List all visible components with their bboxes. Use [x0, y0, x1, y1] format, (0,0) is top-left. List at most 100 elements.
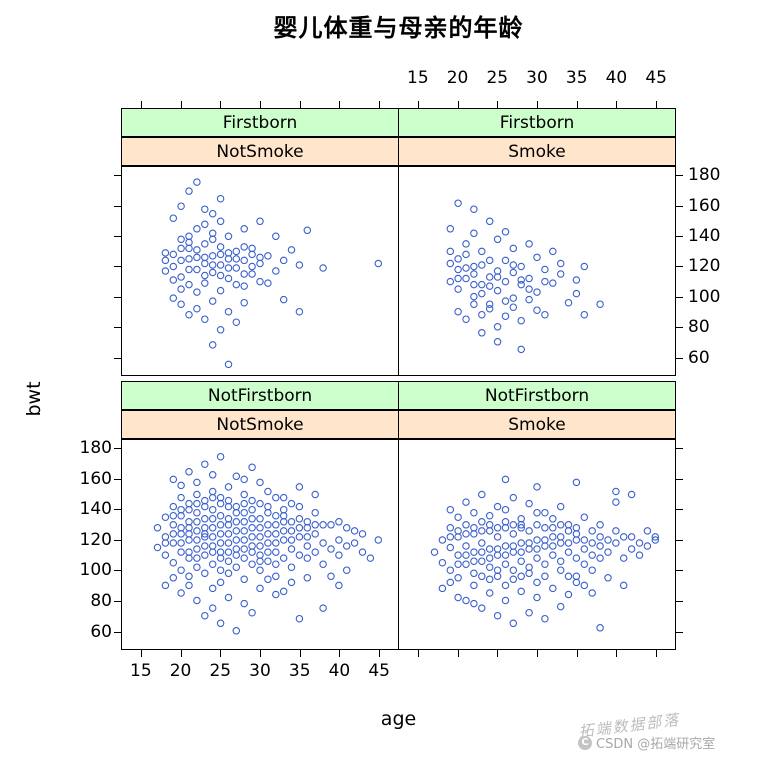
data-point — [485, 563, 494, 571]
data-point — [596, 521, 604, 529]
y-tick-label-left: 160 — [79, 468, 112, 489]
scatter-points-canvas — [161, 178, 383, 369]
data-point — [525, 499, 533, 508]
data-point — [556, 259, 565, 268]
data-point — [232, 627, 241, 635]
data-point — [462, 240, 470, 248]
data-point — [208, 560, 217, 568]
data-point — [185, 238, 193, 247]
data-point — [216, 243, 225, 251]
x-tick-mark-bottom — [379, 650, 380, 657]
data-point — [485, 575, 494, 584]
data-point — [193, 253, 201, 262]
strip-firstborn-left: Firstborn — [121, 108, 399, 137]
data-point — [272, 511, 280, 520]
data-point — [462, 596, 470, 605]
data-point — [470, 300, 478, 308]
data-point — [517, 262, 525, 271]
data-point — [612, 539, 620, 547]
data-point — [643, 527, 652, 535]
data-point — [256, 499, 264, 508]
data-point — [201, 220, 209, 229]
data-point — [493, 267, 502, 275]
data-point — [240, 545, 248, 553]
data-point — [208, 297, 217, 305]
y-tick-mark-right — [676, 479, 683, 480]
data-point — [533, 253, 541, 262]
data-point — [327, 545, 335, 553]
y-tick-label-left: 120 — [79, 529, 112, 550]
data-point — [501, 551, 510, 559]
data-point — [193, 265, 201, 274]
data-point — [279, 505, 288, 514]
data-point — [224, 264, 233, 272]
data-point — [462, 498, 470, 506]
data-point — [572, 572, 581, 581]
data-point — [193, 536, 201, 544]
data-point — [256, 551, 264, 559]
data-point — [311, 490, 319, 499]
x-tick-mark-top — [616, 101, 617, 108]
data-point — [580, 513, 589, 521]
strip-notsmoke-bottom: NotSmoke — [121, 410, 399, 439]
data-point — [454, 265, 462, 274]
data-point — [208, 548, 217, 556]
data-point — [193, 490, 201, 499]
data-point — [224, 496, 233, 505]
data-point — [303, 226, 312, 235]
data-point — [501, 560, 510, 568]
data-point — [525, 285, 533, 293]
x-tick-mark-bottom — [458, 650, 459, 657]
data-point — [216, 250, 225, 259]
data-point — [541, 277, 549, 286]
data-point — [264, 252, 272, 260]
data-point — [493, 235, 502, 244]
y-tick-mark-right — [676, 509, 683, 510]
data-point — [470, 205, 478, 213]
data-point — [208, 515, 217, 523]
data-point — [201, 253, 209, 262]
data-point — [224, 274, 233, 283]
x-tick-mark-top — [300, 101, 301, 108]
data-point — [374, 259, 383, 268]
data-point — [185, 255, 193, 263]
data-point — [208, 341, 217, 349]
data-point — [612, 487, 620, 496]
x-tick-label-top: 45 — [645, 68, 667, 88]
data-point — [319, 264, 327, 272]
data-point — [580, 560, 589, 568]
data-point — [193, 596, 201, 605]
data-point — [232, 527, 241, 535]
x-tick-mark-bottom — [260, 650, 261, 657]
data-point — [201, 205, 209, 213]
data-point — [177, 589, 185, 597]
data-point — [279, 527, 288, 535]
x-tick-label-bottom: 15 — [130, 661, 152, 681]
data-point — [509, 575, 518, 584]
data-point — [619, 554, 628, 562]
data-point — [169, 250, 178, 259]
data-point — [604, 536, 612, 544]
data-point — [446, 225, 455, 233]
data-point — [185, 280, 193, 289]
y-tick-mark-right — [676, 236, 683, 237]
data-point — [287, 563, 296, 571]
data-point — [224, 249, 233, 257]
data-point — [287, 518, 296, 526]
data-point — [279, 536, 288, 544]
x-tick-mark-top — [458, 101, 459, 108]
data-point — [470, 508, 478, 517]
scatter-panel-firstborn-smoke — [398, 166, 676, 376]
csdn-logo-icon: C — [578, 735, 592, 750]
data-point — [287, 246, 296, 254]
data-point — [374, 536, 383, 544]
data-point — [216, 261, 225, 269]
data-point — [201, 279, 209, 287]
data-point — [248, 270, 256, 278]
data-point — [342, 524, 351, 532]
data-point — [493, 286, 502, 295]
data-point — [232, 255, 241, 263]
data-point — [303, 542, 312, 550]
data-point — [485, 304, 494, 313]
